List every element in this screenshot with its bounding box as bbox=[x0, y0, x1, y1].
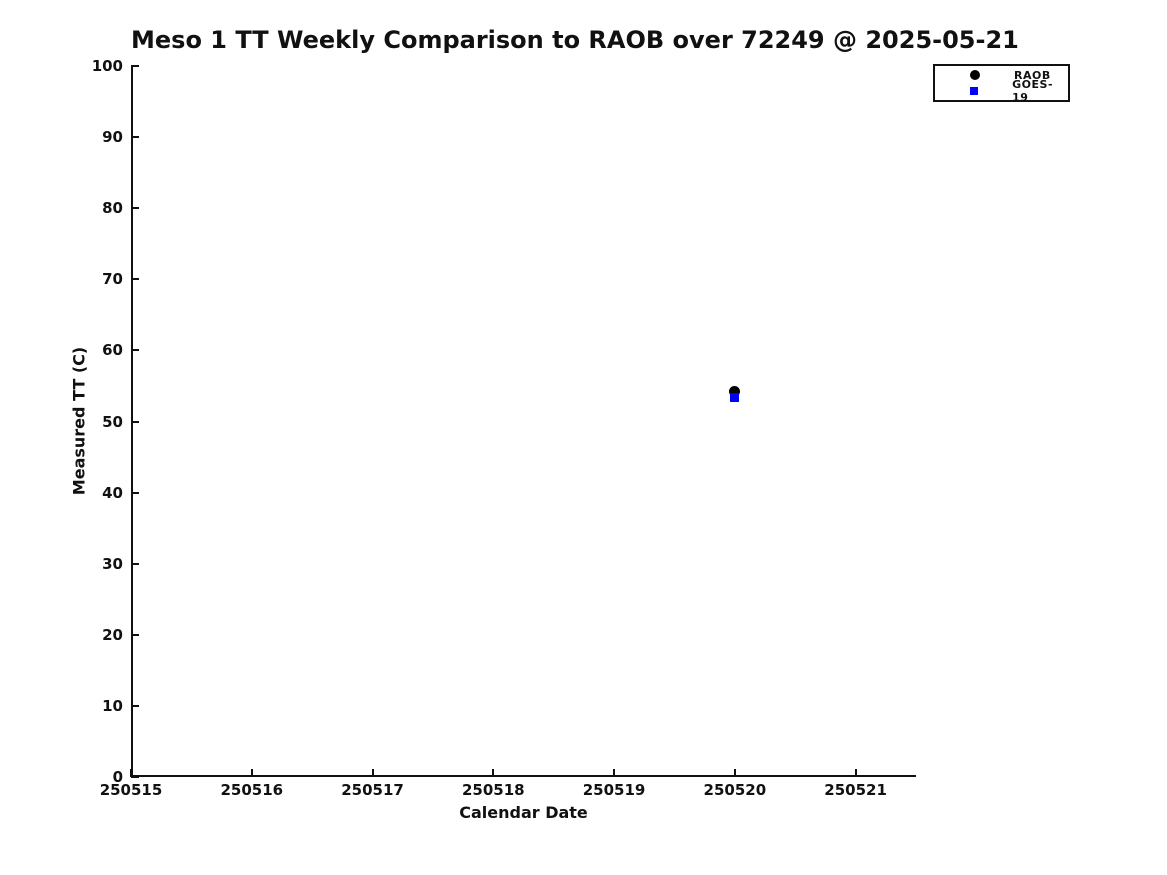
legend-box: RAOB GOES-19 bbox=[933, 64, 1070, 104]
legend-marker-cell bbox=[935, 70, 1014, 80]
y-tick-label: 50 bbox=[102, 412, 123, 431]
chart-title: Meso 1 TT Weekly Comparison to RAOB over… bbox=[131, 26, 1019, 54]
x-tick-label: 250521 bbox=[824, 781, 887, 799]
y-tick-label: 60 bbox=[102, 341, 123, 360]
x-tick-label: 250516 bbox=[220, 781, 284, 799]
y-tick-label: 90 bbox=[102, 128, 123, 147]
x-tick-label: 250515 bbox=[99, 781, 163, 799]
y-tick-mark bbox=[131, 776, 139, 778]
y-tick-mark bbox=[131, 704, 139, 707]
y-tick-mark bbox=[131, 562, 139, 565]
x-tick-label: 250518 bbox=[461, 781, 525, 799]
x-tick-mark bbox=[613, 769, 616, 777]
data-point-goes-19 bbox=[730, 392, 740, 402]
y-tick-mark bbox=[131, 278, 139, 281]
x-axis-label: Calendar Date bbox=[459, 803, 588, 822]
y-tick-label: 100 bbox=[91, 57, 123, 75]
y-tick-mark bbox=[131, 136, 139, 139]
x-tick-label: 250519 bbox=[582, 781, 646, 799]
legend-item-raob: RAOB bbox=[935, 67, 1068, 83]
y-tick-mark bbox=[131, 491, 139, 494]
data-point-raob bbox=[729, 386, 741, 398]
y-tick-mark bbox=[131, 420, 139, 423]
x-tick-mark bbox=[250, 769, 253, 777]
y-tick-mark bbox=[131, 207, 139, 210]
x-tick-mark bbox=[371, 769, 374, 777]
x-tick-mark bbox=[854, 769, 857, 777]
y-tick-label: 80 bbox=[102, 199, 123, 218]
x-tick-label: 250520 bbox=[703, 781, 767, 799]
y-tick-mark bbox=[131, 349, 139, 352]
legend-item-goes19: GOES-19 bbox=[935, 78, 1068, 104]
raob-circle-icon bbox=[969, 70, 980, 80]
x-tick-mark bbox=[492, 769, 495, 777]
y-tick-label: 40 bbox=[102, 483, 123, 502]
y-tick-label: 20 bbox=[102, 625, 123, 644]
legend-marker-cell bbox=[935, 87, 1012, 95]
y-tick-label: 70 bbox=[102, 270, 123, 289]
legend-label-raob: RAOB bbox=[1014, 68, 1051, 82]
y-tick-label: 0 bbox=[112, 768, 123, 786]
goes19-square-icon bbox=[969, 87, 978, 95]
y-tick-mark bbox=[131, 633, 139, 636]
x-tick-mark bbox=[733, 769, 736, 777]
y-tick-mark bbox=[131, 65, 139, 67]
plot-area bbox=[131, 66, 916, 777]
y-tick-label: 10 bbox=[102, 696, 123, 715]
y-tick-label: 30 bbox=[102, 554, 123, 573]
x-tick-mark bbox=[130, 769, 132, 777]
legend-label-goes19: GOES-19 bbox=[1012, 78, 1054, 104]
x-tick-label: 250517 bbox=[341, 781, 404, 799]
